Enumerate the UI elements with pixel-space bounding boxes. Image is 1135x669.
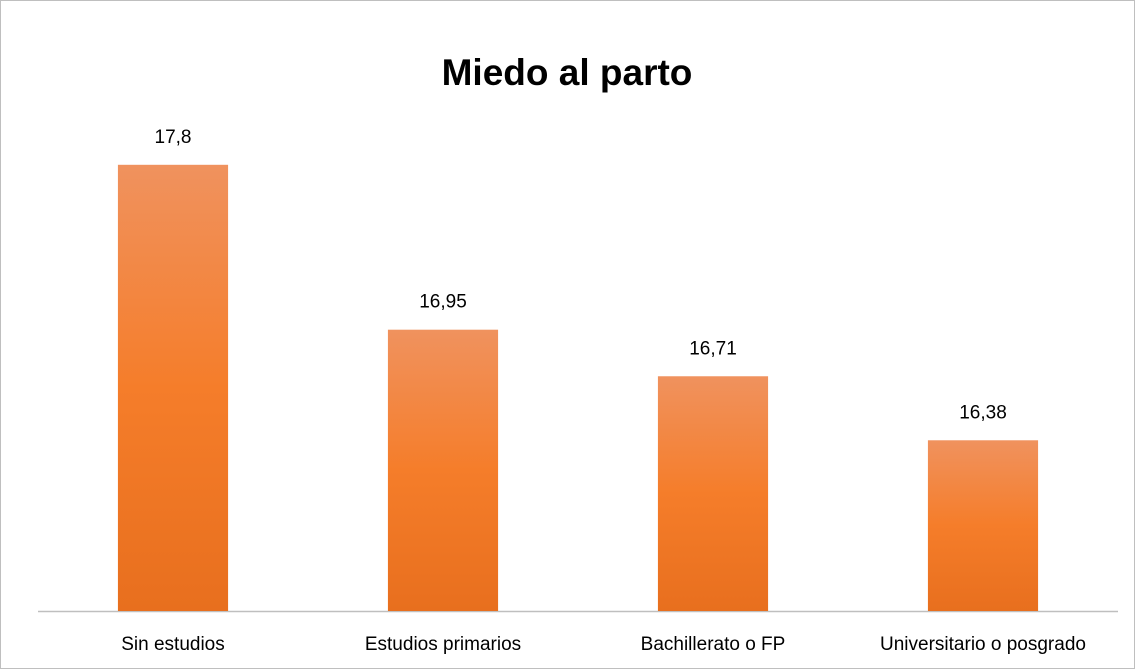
bar xyxy=(927,440,1039,611)
bar xyxy=(387,329,499,611)
x-tick-label: Sin estudios xyxy=(121,634,225,655)
data-label: 17,8 xyxy=(155,127,192,148)
x-tick-label: Estudios primarios xyxy=(365,634,521,655)
data-label: 16,71 xyxy=(689,338,737,359)
bar xyxy=(657,376,769,611)
data-label: 16,95 xyxy=(419,292,467,313)
x-tick-label: Universitario o posgrado xyxy=(880,634,1086,655)
data-label: 16,38 xyxy=(959,402,1007,423)
chart-title: Miedo al parto xyxy=(442,52,693,93)
x-tick-label: Bachillerato o FP xyxy=(641,634,786,655)
bar xyxy=(117,164,229,612)
